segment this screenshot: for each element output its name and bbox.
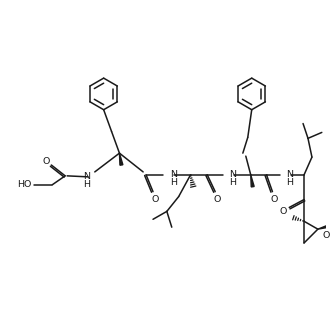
Polygon shape xyxy=(318,224,330,229)
Text: N: N xyxy=(83,172,90,182)
Polygon shape xyxy=(251,175,254,187)
Text: N: N xyxy=(170,170,177,180)
Polygon shape xyxy=(119,153,123,165)
Text: H: H xyxy=(286,178,293,187)
Text: H: H xyxy=(229,178,236,187)
Text: O: O xyxy=(280,207,287,216)
Text: H: H xyxy=(170,178,177,187)
Text: HO: HO xyxy=(17,180,31,189)
Text: O: O xyxy=(271,195,278,204)
Text: N: N xyxy=(229,170,236,180)
Text: O: O xyxy=(151,195,159,204)
Text: O: O xyxy=(214,195,221,204)
Text: N: N xyxy=(286,170,293,180)
Text: O: O xyxy=(323,231,330,240)
Text: O: O xyxy=(43,156,50,166)
Text: H: H xyxy=(83,180,90,189)
